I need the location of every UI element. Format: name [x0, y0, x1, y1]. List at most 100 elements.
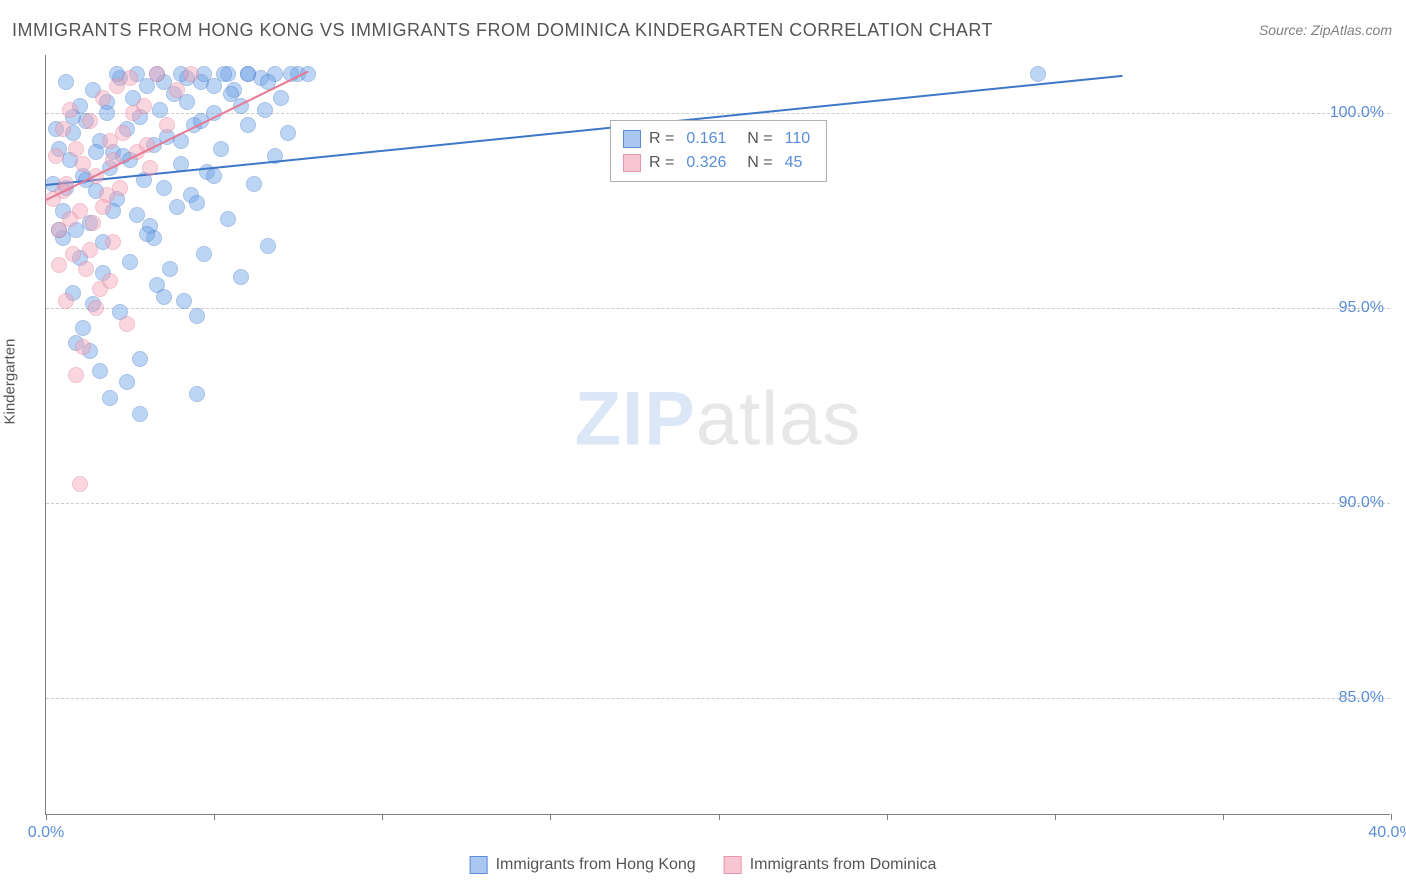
- scatter-point: [119, 374, 135, 390]
- scatter-point: [233, 269, 249, 285]
- scatter-point: [156, 180, 172, 196]
- scatter-point: [1030, 66, 1046, 82]
- scatter-point: [240, 66, 256, 82]
- legend-swatch: [623, 154, 641, 172]
- x-tick: [550, 814, 551, 820]
- watermark: ZIPatlas: [575, 376, 862, 463]
- scatter-point: [183, 66, 199, 82]
- scatter-point: [85, 215, 101, 231]
- scatter-point: [92, 363, 108, 379]
- scatter-point: [48, 148, 64, 164]
- scatter-point: [82, 242, 98, 258]
- x-tick: [1223, 814, 1224, 820]
- scatter-point: [68, 367, 84, 383]
- scatter-point: [68, 141, 84, 157]
- legend-series-name: Immigrants from Hong Kong: [496, 856, 696, 874]
- legend-r-label: R =: [649, 130, 674, 148]
- x-tick: [1055, 814, 1056, 820]
- scatter-point: [115, 125, 131, 141]
- scatter-point: [62, 211, 78, 227]
- y-tick-label: 85.0%: [1339, 689, 1384, 707]
- scatter-point: [75, 156, 91, 172]
- scatter-point: [169, 199, 185, 215]
- scatter-point: [78, 261, 94, 277]
- scatter-point: [105, 234, 121, 250]
- x-tick-label: 0.0%: [28, 824, 64, 842]
- scatter-point: [102, 390, 118, 406]
- legend-swatch: [623, 130, 641, 148]
- y-tick-label: 100.0%: [1330, 104, 1384, 122]
- legend-n-value: 45: [781, 154, 807, 172]
- gridline: [46, 698, 1390, 699]
- scatter-point: [82, 113, 98, 129]
- watermark-zip: ZIP: [575, 377, 696, 462]
- scatter-point: [72, 476, 88, 492]
- scatter-point: [65, 246, 81, 262]
- legend-n-label: N =: [738, 130, 772, 148]
- scatter-point: [88, 300, 104, 316]
- gridline: [46, 308, 1390, 309]
- scatter-point: [257, 102, 273, 118]
- scatter-point: [260, 238, 276, 254]
- scatter-point: [156, 289, 172, 305]
- chart-title: IMMIGRANTS FROM HONG KONG VS IMMIGRANTS …: [12, 20, 993, 41]
- scatter-point: [240, 117, 256, 133]
- scatter-point: [216, 66, 232, 82]
- scatter-point: [129, 207, 145, 223]
- x-tick: [46, 814, 47, 820]
- x-tick: [719, 814, 720, 820]
- legend-row: R = 0.161 N = 110: [623, 127, 814, 151]
- scatter-point: [206, 168, 222, 184]
- scatter-point: [280, 125, 296, 141]
- source-label: Source: ZipAtlas.com: [1259, 22, 1392, 38]
- legend-item: Immigrants from Hong Kong: [470, 856, 696, 874]
- legend-r-value: 0.161: [682, 130, 730, 148]
- legend-n-value: 110: [781, 130, 815, 148]
- scatter-point: [139, 226, 155, 242]
- scatter-point: [58, 74, 74, 90]
- scatter-point: [149, 66, 165, 82]
- scatter-point: [189, 195, 205, 211]
- x-tick: [887, 814, 888, 820]
- scatter-point: [246, 176, 262, 192]
- x-tick: [1391, 814, 1392, 820]
- scatter-point: [176, 293, 192, 309]
- legend-swatch: [470, 856, 488, 874]
- scatter-point: [122, 70, 138, 86]
- scatter-point: [95, 90, 111, 106]
- scatter-point: [142, 160, 158, 176]
- scatter-point: [196, 246, 212, 262]
- legend-r-label: R =: [649, 154, 674, 172]
- scatter-point: [220, 211, 236, 227]
- scatter-point: [169, 82, 185, 98]
- scatter-point: [102, 273, 118, 289]
- scatter-point: [152, 102, 168, 118]
- scatter-point: [213, 141, 229, 157]
- scatter-point: [119, 316, 135, 332]
- scatter-point: [273, 90, 289, 106]
- legend-row: R = 0.326 N = 45: [623, 151, 814, 175]
- scatter-point: [159, 117, 175, 133]
- scatter-point: [189, 386, 205, 402]
- scatter-point: [125, 105, 141, 121]
- series-legend: Immigrants from Hong KongImmigrants from…: [470, 856, 937, 874]
- legend-swatch: [724, 856, 742, 874]
- x-tick-label: 40.0%: [1368, 824, 1406, 842]
- scatter-point: [132, 351, 148, 367]
- scatter-point: [75, 339, 91, 355]
- scatter-point: [223, 86, 239, 102]
- x-tick: [214, 814, 215, 820]
- scatter-point: [62, 102, 78, 118]
- y-tick-label: 95.0%: [1339, 299, 1384, 317]
- scatter-point: [162, 261, 178, 277]
- scatter-point: [112, 180, 128, 196]
- legend-n-label: N =: [738, 154, 772, 172]
- scatter-point: [122, 254, 138, 270]
- correlation-chart: IMMIGRANTS FROM HONG KONG VS IMMIGRANTS …: [0, 0, 1406, 892]
- scatter-point: [88, 144, 104, 160]
- y-axis-label: Kindergarten: [2, 339, 19, 425]
- legend-r-value: 0.326: [682, 154, 730, 172]
- watermark-atlas: atlas: [696, 377, 862, 462]
- y-tick-label: 90.0%: [1339, 494, 1384, 512]
- gridline: [46, 503, 1390, 504]
